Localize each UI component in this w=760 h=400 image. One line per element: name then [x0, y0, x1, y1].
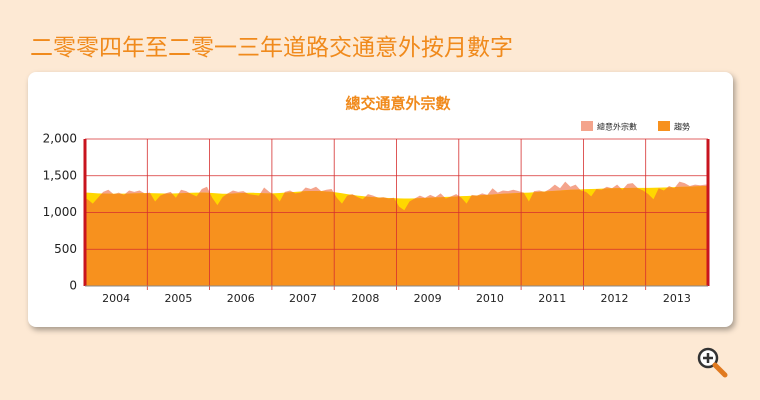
x-tick-label: 2012 — [601, 292, 629, 305]
zoom-icon[interactable] — [696, 346, 730, 380]
x-tick-label: 2006 — [227, 292, 255, 305]
y-tick-label: 500 — [54, 242, 77, 256]
x-tick-label: 2004 — [102, 292, 130, 305]
y-tick-label: 1,500 — [43, 168, 77, 182]
x-tick-label: 2008 — [351, 292, 379, 305]
chart: 總交通意外宗數 0 500 1,000 1,500 2,000 2004 2005 2006 2… — [43, 95, 710, 305]
legend-label: 趨勢 — [674, 122, 690, 132]
y-tick-label: 2,000 — [43, 132, 77, 146]
x-tick-label: 2009 — [414, 292, 442, 305]
page-title: 二零零四年至二零一三年道路交通意外按月數字 — [30, 35, 513, 61]
x-tick-label: 2011 — [538, 292, 566, 305]
legend-label: 總意外宗數 — [597, 122, 637, 132]
x-tick-label: 2007 — [289, 292, 317, 305]
legend-swatch — [658, 121, 670, 131]
x-tick-label: 2013 — [663, 292, 691, 305]
x-tick-label: 2005 — [164, 292, 192, 305]
legend-swatch — [581, 121, 593, 131]
y-tick-label: 0 — [69, 279, 77, 293]
chart-title: 總交通意外宗數 — [345, 95, 450, 113]
y-tick-label: 1,000 — [43, 205, 77, 219]
x-tick-label: 2010 — [476, 292, 504, 305]
chart-card: 總交通意外宗數 0 500 1,000 1,500 2,000 2004 2005 2006 2… — [28, 72, 733, 327]
